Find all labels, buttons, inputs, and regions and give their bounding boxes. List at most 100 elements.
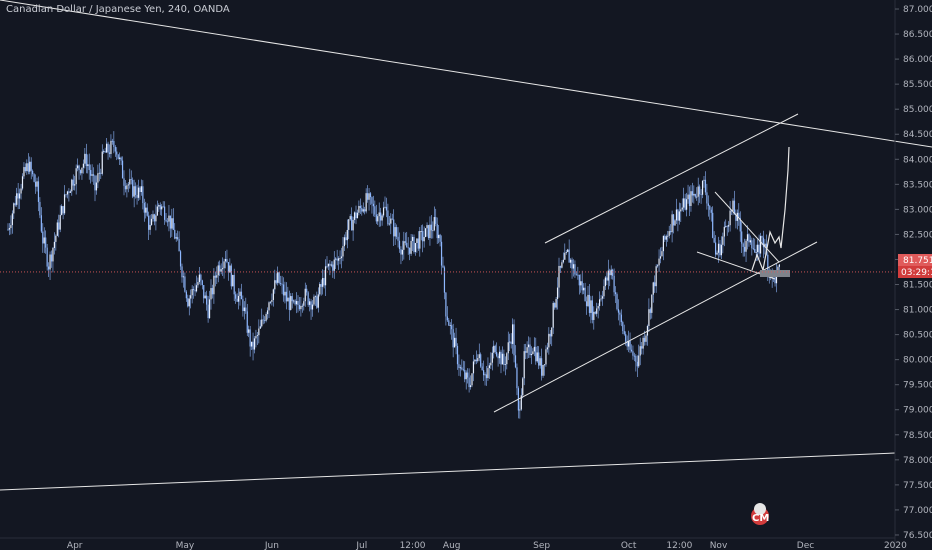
candle [558,257,560,298]
candle-body [220,269,222,272]
candle [667,230,669,242]
candle [10,215,12,235]
candle [155,204,157,231]
candle-body [245,307,247,312]
candle [95,175,98,195]
projection-path[interactable] [751,146,790,273]
candle [532,348,534,355]
candle-body [345,237,347,241]
candle-body [638,355,640,367]
candle [535,337,537,365]
candle [552,301,554,334]
candle [597,303,599,319]
candle [543,364,546,376]
channel-upper-line[interactable] [544,113,799,244]
price-tick-label: 82.500 [903,230,932,240]
candle-body [609,270,611,276]
candle [259,319,261,330]
candle-body [475,359,477,362]
candle-body [42,231,44,244]
candle [222,257,224,277]
candle [281,275,283,295]
candle [658,249,660,272]
candle-body [24,167,26,171]
candle-body [182,276,185,278]
candle-body [142,186,144,204]
candle-body [503,353,505,366]
candle [295,292,298,314]
candle-body [565,251,567,253]
candle [68,188,70,202]
candle [224,251,227,269]
candle [432,221,434,239]
candle-body [188,298,190,307]
candle [106,138,108,153]
candle-body [161,206,163,210]
candle-body [686,199,688,210]
candle-body [622,322,624,332]
candle-body [346,229,348,241]
candle-body [92,174,95,176]
candle [748,233,750,247]
time-axis[interactable]: Apr May Jun Jul 12:00 Aug Sep Oct 12:00 Nov Dec 202… [0,537,907,550]
candle-body [361,207,363,212]
upper-resistance-trendline[interactable] [0,0,932,148]
candle-body [284,291,286,296]
candle [491,346,493,371]
wedge-upper-line[interactable] [714,191,780,263]
candle-body [377,216,379,222]
candle [530,346,533,365]
highlight-box[interactable] [760,270,790,277]
candle [516,363,518,396]
candle [587,286,589,308]
candle-body [290,296,292,310]
candle-body [256,335,258,337]
candle-body [420,231,422,232]
candle [574,260,576,278]
price-tick-label: 76.500 [903,531,932,541]
candle [223,258,225,279]
candle-body [562,259,564,263]
candle [754,238,756,253]
candle [185,290,187,302]
lower-support-trendline[interactable] [0,452,896,491]
candle [336,249,338,266]
candle [253,336,256,354]
candle-body [178,239,180,252]
candle-body [369,193,372,198]
candle-body [709,205,711,210]
candle-body [496,352,498,356]
candle-body [520,395,522,410]
candle [601,290,604,306]
candle [246,303,248,337]
candle-body [78,165,80,171]
candle [670,224,672,235]
candle-body [79,170,82,174]
candle [520,388,522,411]
drawing-layer[interactable] [0,0,932,491]
candle-body [362,209,364,212]
price-tick-label: 78.000 [903,456,932,466]
candle [108,144,111,158]
candle [369,192,372,205]
candle [498,346,501,364]
candle [268,301,270,318]
candle [242,295,244,317]
candle-body [516,367,518,389]
candle-body [578,274,580,286]
candle-body [407,247,409,249]
candle [422,224,424,253]
candle [232,274,234,287]
candle-body [657,265,659,267]
candle [14,195,16,207]
candle-body [319,284,321,295]
candle [332,261,334,278]
candle [571,257,573,279]
candle-body [65,194,67,196]
candle [282,277,285,302]
candle [333,251,335,279]
candle [651,294,653,319]
candle [119,152,121,166]
